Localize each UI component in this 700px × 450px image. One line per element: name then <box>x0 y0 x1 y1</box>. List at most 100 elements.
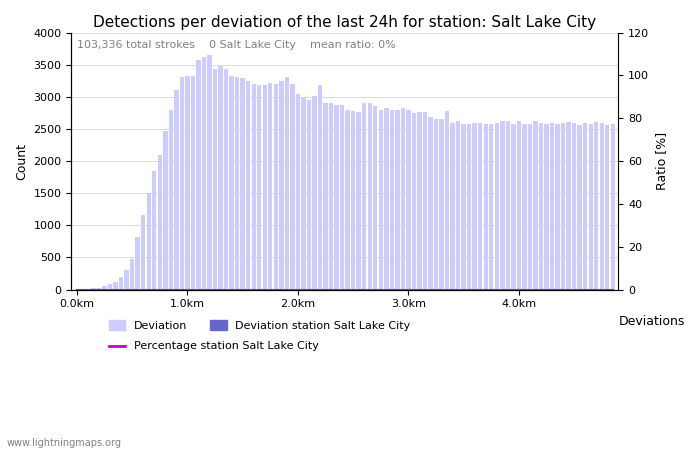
Bar <box>428 117 433 289</box>
Bar <box>329 103 333 289</box>
Bar <box>489 124 493 289</box>
Bar <box>572 123 576 289</box>
Bar <box>368 103 372 289</box>
Bar <box>417 112 421 289</box>
Bar <box>102 286 107 289</box>
Bar <box>301 97 306 289</box>
Bar <box>610 124 615 289</box>
Bar <box>86 288 90 289</box>
Bar <box>566 122 570 289</box>
Bar <box>163 131 167 289</box>
Bar <box>440 119 444 289</box>
Bar <box>202 57 206 289</box>
Bar <box>400 108 405 289</box>
Bar <box>257 85 261 289</box>
Bar <box>307 100 312 289</box>
Legend: Percentage station Salt Lake City: Percentage station Salt Lake City <box>104 337 323 356</box>
Bar <box>461 124 466 289</box>
Bar <box>406 110 411 289</box>
Bar <box>207 55 211 289</box>
Bar <box>136 237 140 289</box>
Bar <box>434 119 438 289</box>
Bar <box>235 77 239 289</box>
Y-axis label: Count: Count <box>15 143 28 180</box>
Bar <box>445 111 449 289</box>
Bar <box>500 121 505 289</box>
Bar <box>345 110 350 289</box>
Bar <box>186 76 190 289</box>
Bar <box>158 155 162 289</box>
Bar <box>545 124 549 289</box>
Bar <box>285 77 289 289</box>
Title: Detections per deviation of the last 24h for station: Salt Lake City: Detections per deviation of the last 24h… <box>93 15 596 30</box>
Bar <box>180 77 184 289</box>
Bar <box>335 105 339 289</box>
Bar <box>373 107 377 289</box>
Bar <box>318 85 322 289</box>
Bar <box>555 124 560 289</box>
Bar <box>119 277 123 289</box>
Bar <box>456 121 461 289</box>
Bar <box>495 123 499 289</box>
Bar <box>323 103 328 289</box>
Bar <box>522 124 526 289</box>
Bar <box>583 123 587 289</box>
Bar <box>379 110 383 289</box>
Bar <box>251 84 256 289</box>
Bar <box>594 122 598 289</box>
Bar <box>605 125 610 289</box>
Bar <box>141 215 146 289</box>
Bar <box>312 95 316 289</box>
Bar <box>478 123 482 289</box>
Text: www.lightningmaps.org: www.lightningmaps.org <box>7 438 122 448</box>
Bar <box>262 85 267 289</box>
Bar <box>295 94 300 289</box>
Bar <box>230 76 234 289</box>
Bar <box>97 288 102 289</box>
Bar <box>130 259 134 289</box>
Bar <box>241 77 245 289</box>
Bar <box>450 123 455 289</box>
Bar <box>218 66 223 289</box>
Bar <box>190 76 195 289</box>
Bar <box>290 84 295 289</box>
Bar <box>423 112 427 289</box>
Text: Deviations: Deviations <box>619 315 685 328</box>
Bar <box>550 123 554 289</box>
Bar <box>467 124 471 289</box>
Bar <box>279 81 284 289</box>
Bar <box>517 121 521 289</box>
Bar <box>125 270 129 289</box>
Bar <box>384 108 388 289</box>
Bar <box>268 83 272 289</box>
Bar <box>152 171 157 289</box>
Bar <box>390 110 394 289</box>
Bar <box>113 282 118 289</box>
Text: 103,336 total strokes    0 Salt Lake City    mean ratio: 0%: 103,336 total strokes 0 Salt Lake City m… <box>77 40 396 50</box>
Bar <box>169 110 173 289</box>
Bar <box>412 113 416 289</box>
Bar <box>356 112 361 289</box>
Bar <box>511 124 516 289</box>
Bar <box>213 68 217 289</box>
Bar <box>561 123 566 289</box>
Bar <box>395 110 400 289</box>
Bar <box>362 103 366 289</box>
Bar <box>589 124 593 289</box>
Bar <box>473 123 477 289</box>
Bar <box>274 84 278 289</box>
Bar <box>174 90 179 289</box>
Bar <box>146 193 151 289</box>
Bar <box>340 105 344 289</box>
Bar <box>484 124 488 289</box>
Bar <box>505 121 510 289</box>
Bar <box>246 81 251 289</box>
Bar <box>91 288 96 289</box>
Bar <box>196 59 201 289</box>
Bar <box>599 123 604 289</box>
Bar <box>533 121 538 289</box>
Bar <box>578 125 582 289</box>
Bar <box>224 68 228 289</box>
Y-axis label: Ratio [%]: Ratio [%] <box>654 132 668 190</box>
Bar <box>351 111 356 289</box>
